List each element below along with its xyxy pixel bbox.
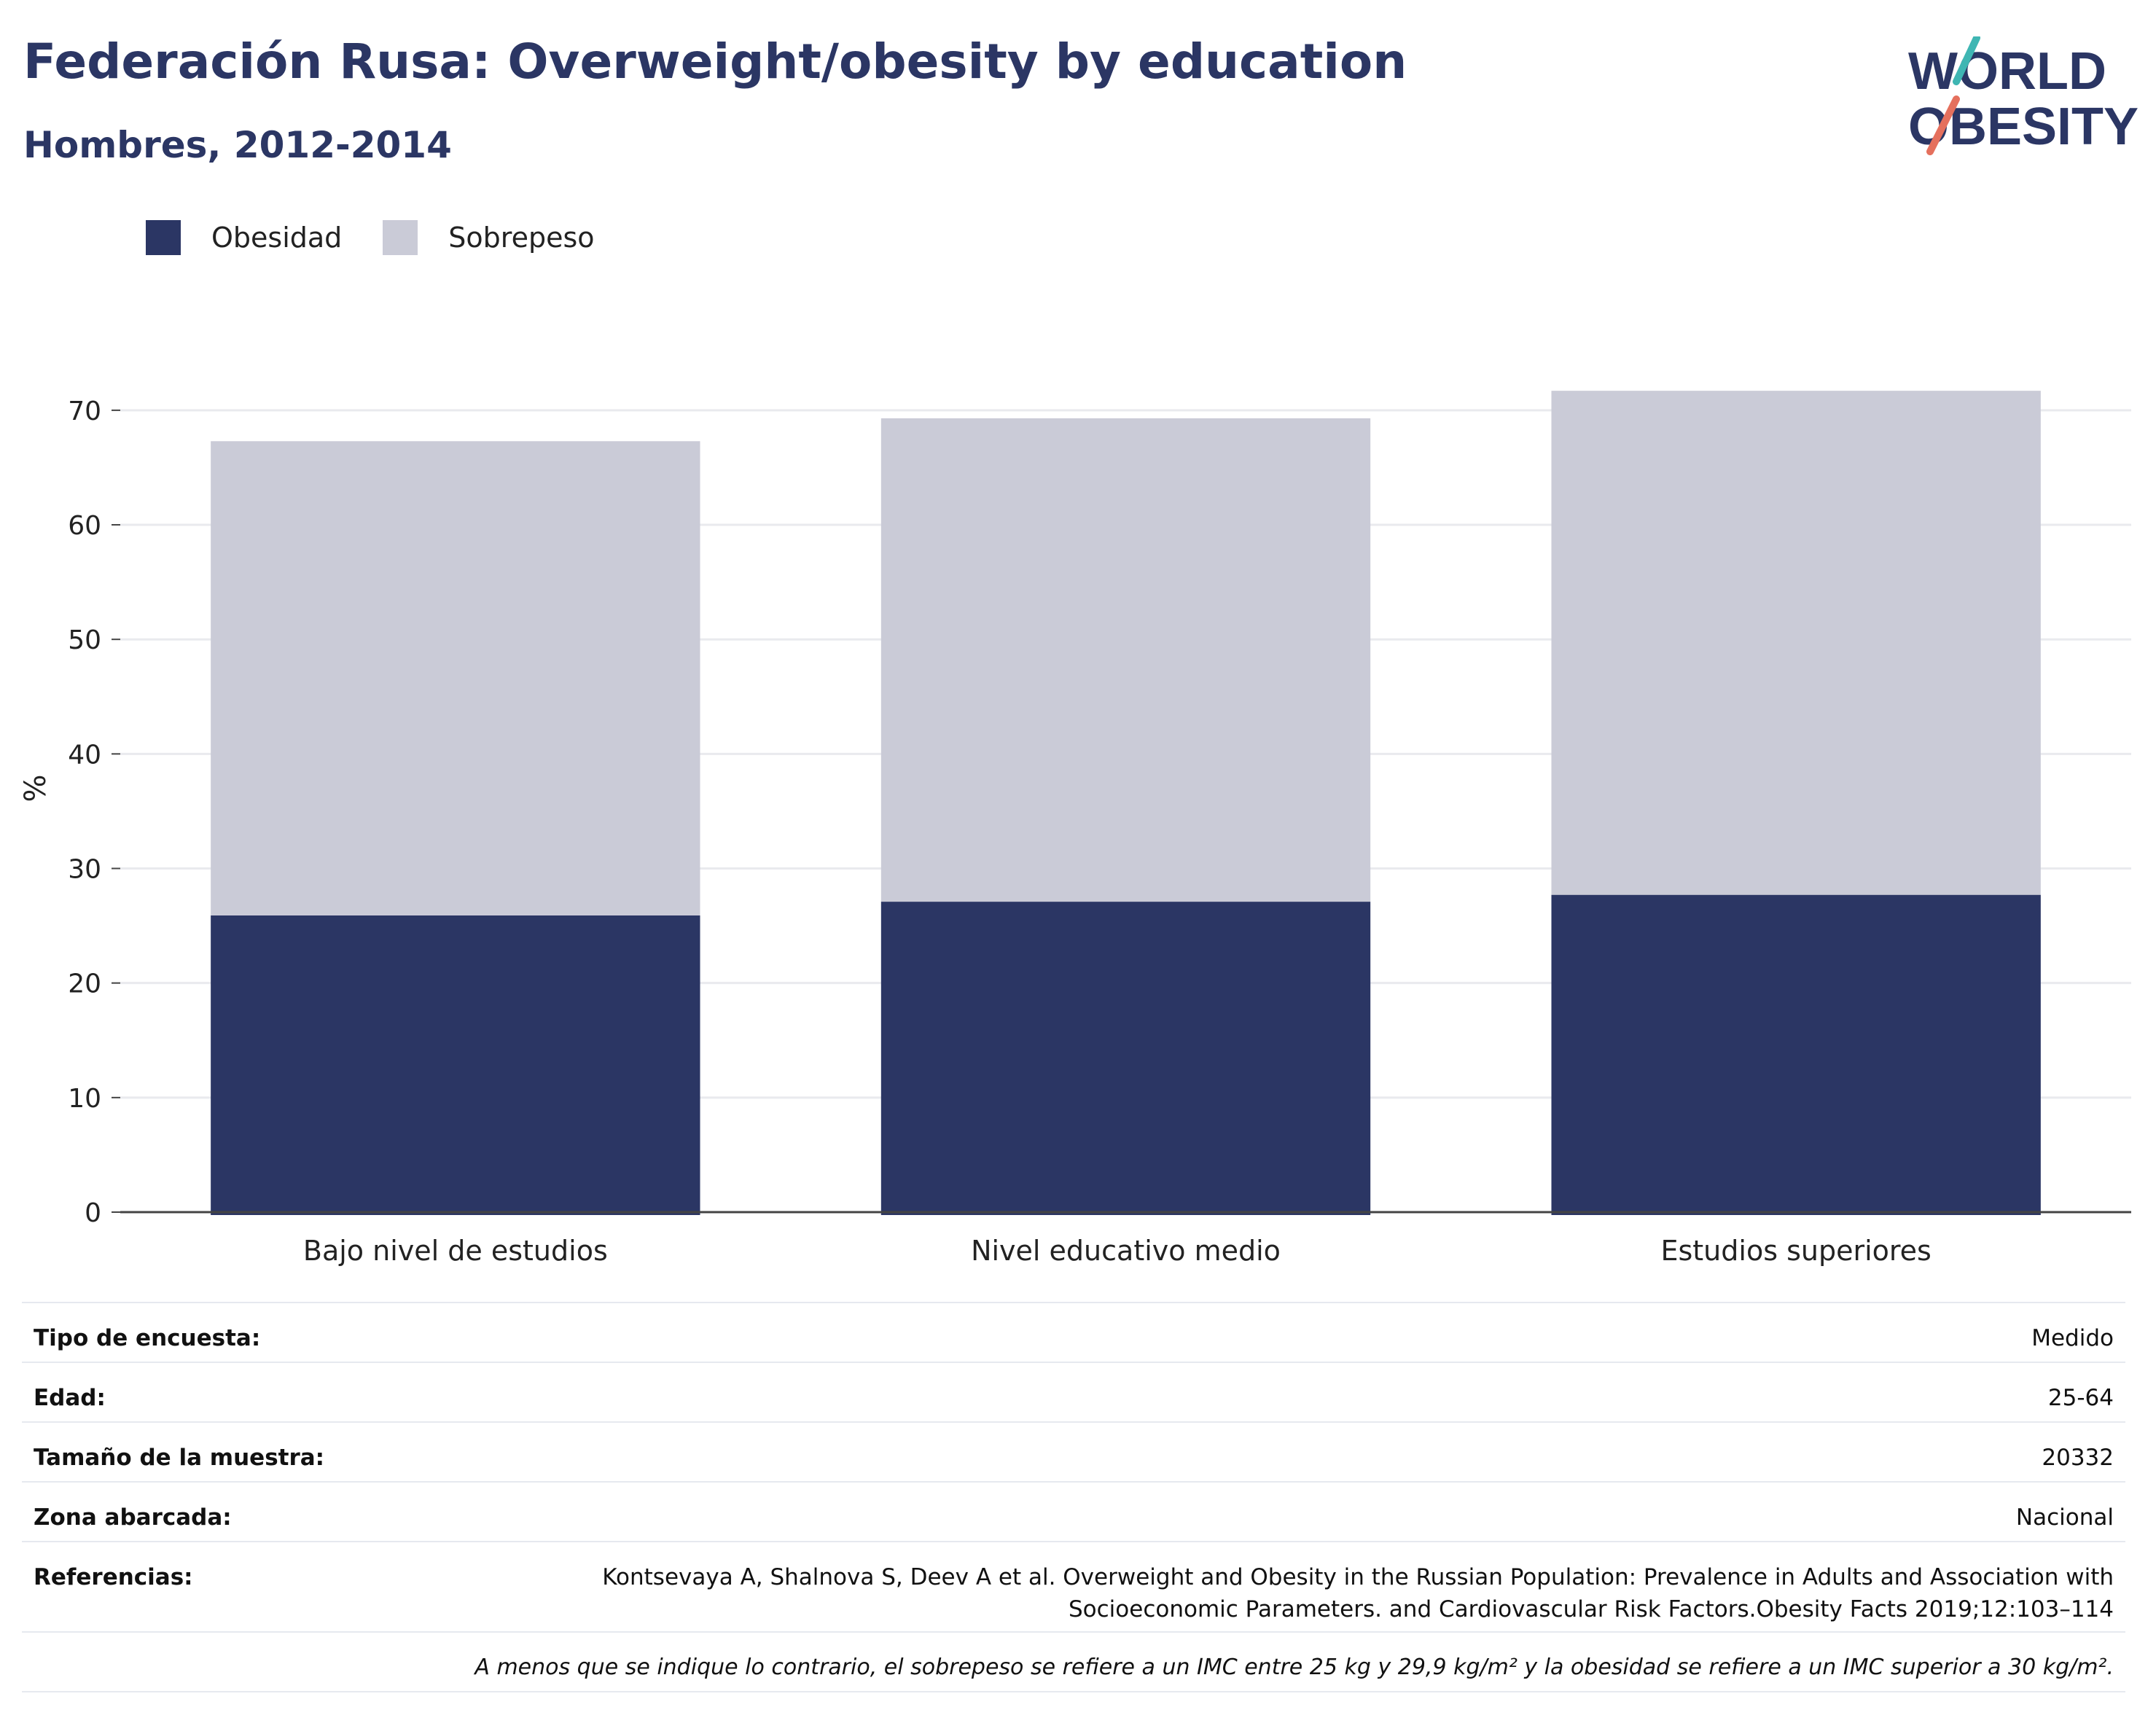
world-obesity-logo: WORLD OBESITY [1908,36,2139,156]
bar-sobrepeso [880,418,1371,902]
bar-obesidad [211,915,700,1215]
y-tick-label: 50 [68,625,101,655]
meta-row-references: Referencias: Kontsevaya A, Shalnova S, D… [22,1541,2125,1631]
x-tick-label: Nivel educativo medio [971,1235,1281,1267]
y-tick-label: 20 [68,969,101,999]
y-axis-label: % [19,774,52,802]
legend-item-obesidad[interactable]: Obesidad [146,220,342,255]
meta-value: 25-64 [2047,1385,2114,1411]
logo-word-obesity: OBESITY [1908,98,2139,156]
meta-row-sample-size: Tamaño de la muestra: 20332 [22,1421,2125,1481]
logo-word-world: WORLD [1908,42,2106,101]
legend-label-obesidad: Obesidad [211,222,343,254]
meta-label: Referencias: [34,1564,193,1590]
bar-chart: 0 10 20 30 40 50 60 70% Bajo nivel de estudios Ni… [19,391,2131,1267]
legend-item-sobrepeso[interactable]: Sobrepeso [383,220,595,255]
meta-row-footnote: A menos que se indique lo contrario, el … [22,1631,2125,1692]
bar-sobrepeso [1551,391,2041,895]
meta-label: Zona abarcada: [34,1504,232,1531]
y-tick-label: 40 [68,740,101,770]
logo-teal-slash [1953,36,1980,85]
y-tick-label: 10 [68,1084,101,1114]
meta-label: Tamaño de la muestra: [34,1445,325,1471]
legend-swatch-sobrepeso [383,220,418,255]
meta-value: Medido [2031,1325,2114,1351]
bar-obesidad [1551,894,2041,1215]
meta-row-area: Zona abarcada: Nacional [22,1481,2125,1541]
x-tick-label: Bajo nivel de estudios [303,1235,608,1267]
x-tick-label: Estudios superiores [1660,1235,1931,1267]
legend-label-sobrepeso: Sobrepeso [448,222,595,254]
meta-row-age: Edad: 25-64 [22,1362,2125,1421]
meta-value: 20332 [2042,1445,2114,1471]
meta-value: Nacional [2015,1504,2114,1531]
references-line: Kontsevaya A, Shalnova S, Deev A et al. … [602,1564,2114,1590]
chart-legend: Obesidad Sobrepeso [146,216,636,259]
survey-details-table: Tipo de encuesta: Medido Edad: 25-64 Tam… [22,1302,2125,1692]
y-tick-label: 60 [68,511,101,541]
chart-title: Federación Rusa: Overweight/obesity by e… [23,34,1407,90]
legend-swatch-obesidad [146,220,181,255]
meta-row-survey-type: Tipo de encuesta: Medido [22,1302,2125,1362]
meta-label: Edad: [34,1385,106,1411]
meta-label: Tipo de encuesta: [34,1325,261,1351]
bar-sobrepeso [211,441,700,915]
chart-subtitle: Hombres, 2012-2014 [23,124,452,166]
references-line: Socioeconomic Parameters. and Cardiovasc… [1068,1596,2114,1622]
footnote: A menos que se indique lo contrario, el … [474,1655,2114,1680]
y-tick-label: 30 [68,855,101,885]
logo-coral-slash [1926,95,1960,155]
bar-obesidad [880,902,1371,1215]
y-tick-label: 70 [68,397,101,426]
y-tick-label: 0 [85,1198,101,1228]
references-text: Kontsevaya A, Shalnova S, Deev A et al. … [602,1561,2114,1625]
